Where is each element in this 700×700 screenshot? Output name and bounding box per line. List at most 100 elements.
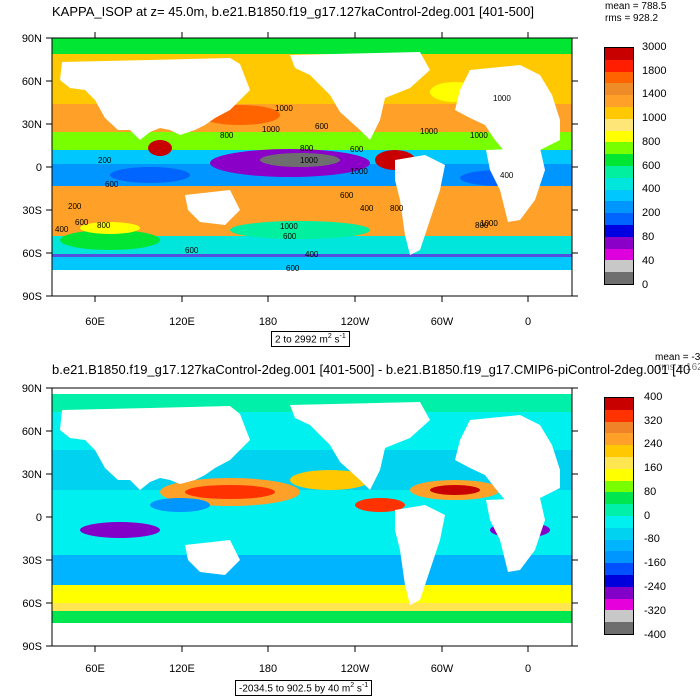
panel2-colorbar-label: -320 [644, 605, 667, 617]
panel2-lat-label: 0 [36, 512, 42, 524]
panel2-colorbar-label: -240 [644, 581, 667, 593]
panel1-lat-label: 60S [22, 248, 42, 260]
panel2-colorbar-label: 160 [644, 462, 663, 474]
panel1-lon-label: 60E [85, 316, 105, 328]
contour-label: 800 [220, 131, 234, 140]
colorbar-swatch [605, 598, 633, 611]
colorbar-swatch [605, 622, 633, 634]
panel1-lon-label: 120E [169, 316, 195, 328]
panel2-range-text: -2034.5 to 902.5 by 40 m [239, 683, 351, 695]
contour-label: 600 [105, 180, 119, 189]
panel2-colorbar-label: -160 [644, 557, 667, 569]
panel1-lat-label: 90S [22, 291, 42, 303]
colorbar-swatch [605, 468, 633, 481]
colorbar-swatch [605, 433, 633, 446]
panel1-colorbar [604, 47, 634, 285]
panel1-range-exp: 2 [327, 333, 332, 340]
contour-label: 1000 [420, 127, 438, 136]
panel1-colorbar-label: 40 [642, 255, 655, 267]
panel1-rms: rms = 928.2 [605, 13, 659, 24]
panel1-lat-label: 90N [22, 33, 42, 45]
contour-label: 1000 [280, 222, 298, 231]
panel1-mean: mean = 788.5 [605, 1, 667, 12]
colorbar-swatch [605, 457, 633, 469]
contour-label: 1000 [262, 125, 280, 134]
panel2-colorbar-label: -80 [644, 533, 660, 545]
panel1-lat-label: 60N [22, 76, 42, 88]
panel1-colorbar-label: 400 [642, 183, 661, 195]
colorbar-swatch [605, 201, 633, 214]
colorbar-swatch [605, 421, 633, 434]
colorbar-swatch [605, 516, 633, 528]
contour-label: 200 [68, 202, 82, 211]
panel1-colorbar-label: 1800 [642, 65, 667, 77]
panel1-lat-label: 30S [22, 205, 42, 217]
panel1-colorbar-label: 0 [642, 279, 649, 291]
colorbar-swatch [605, 118, 633, 131]
colorbar-swatch [605, 492, 633, 505]
colorbar-swatch [605, 130, 633, 143]
colorbar-swatch [605, 95, 633, 107]
colorbar-swatch [605, 504, 633, 516]
colorbar-swatch [605, 260, 633, 273]
panel2-lon-label: 0 [525, 663, 531, 675]
colorbar-swatch [605, 586, 633, 599]
panel1-lat-label: 0 [36, 162, 42, 174]
panel1-colorbar-label: 600 [642, 160, 661, 172]
panel1-range-box: 2 to 2992 m2 s-1 [271, 331, 350, 348]
panel2-colorbar-label: 80 [644, 486, 657, 498]
colorbar-swatch [605, 551, 633, 564]
colorbar-swatch [605, 480, 633, 493]
colorbar-swatch [605, 107, 633, 119]
contour-label: 400 [360, 204, 374, 213]
panel1-lon-label: 180 [259, 316, 277, 328]
contour-label: 800 [390, 204, 404, 213]
panel1-colorbar-label: 3000 [642, 41, 667, 53]
colorbar-swatch [605, 154, 633, 166]
colorbar-swatch [605, 272, 633, 284]
panel2-lon-label: 120W [341, 663, 370, 675]
contour-label: 200 [98, 156, 112, 165]
contour-label: 800 [300, 144, 314, 153]
panel2-colorbar [604, 397, 634, 635]
colorbar-swatch [605, 213, 633, 225]
panel1-range-text: 2 to 2992 m [275, 334, 328, 346]
panel2-colorbar-label: 240 [644, 438, 663, 450]
panel2-range-exp: -1 [361, 682, 369, 689]
colorbar-swatch [605, 59, 633, 72]
contour-label: 600 [185, 246, 199, 255]
contour-label: 1000 [470, 131, 488, 140]
panel2-rms: rms = 162.9 [658, 362, 700, 373]
panel2-range-box: -2034.5 to 902.5 by 40 m2 s-1 [235, 680, 373, 697]
panel2-colorbar-label: 0 [644, 510, 651, 522]
panel2-lat-label: 30S [22, 555, 42, 567]
panel2-lon-label: 60W [431, 663, 454, 675]
colorbar-swatch [605, 610, 633, 623]
contour-label: 1000 [350, 167, 368, 176]
contour-label: 1000 [480, 219, 498, 228]
panel2-mean: mean = -30.75 [655, 352, 700, 363]
panel1-title: KAPPA_ISOP at z= 45.0m, b.e21.B1850.f19_… [52, 4, 534, 19]
panel2-colorbar-label: 320 [644, 415, 663, 427]
panel2-map: 90N 60N 30N 0 30S 60S 90S 60E 120E 180 1… [22, 383, 578, 675]
panel2-lon-label: 120E [169, 663, 195, 675]
panel2-lon-label: 60E [85, 663, 105, 675]
panel1-colorbar-label: 80 [642, 231, 655, 243]
colorbar-swatch [605, 48, 633, 60]
contour-label: 600 [286, 264, 300, 273]
panel2-lat-label: 30N [22, 469, 42, 481]
contour-label: 1000 [275, 104, 293, 113]
colorbar-swatch [605, 527, 633, 540]
colorbar-swatch [605, 166, 633, 178]
colorbar-swatch [605, 225, 633, 237]
contour-label: 600 [350, 145, 364, 154]
panel2-range-mid: s [354, 683, 362, 695]
panel2-lat-label: 90N [22, 383, 42, 395]
contour-label: 400 [55, 225, 69, 234]
panel1-colorbar-label: 200 [642, 207, 661, 219]
panel1-lon-label: 60W [431, 316, 454, 328]
panel2-lon-label: 180 [259, 663, 277, 675]
colorbar-swatch [605, 142, 633, 155]
panel1-colorbar-label: 1000 [642, 112, 667, 124]
colorbar-swatch [605, 539, 633, 552]
